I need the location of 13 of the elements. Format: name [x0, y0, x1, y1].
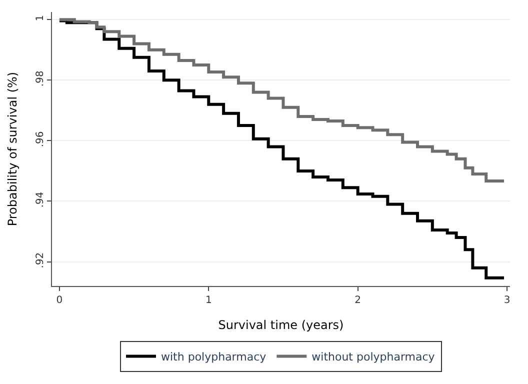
- x-tick-label: 0: [56, 295, 63, 306]
- x-tick-label: 3: [504, 295, 510, 306]
- x-tick-label: 2: [354, 295, 362, 306]
- y-axis-title: Probability of survival (%): [5, 72, 20, 226]
- y-tick-label: .96: [35, 131, 46, 148]
- y-tick-label: 1: [35, 14, 46, 22]
- legend-label: with polypharmacy: [161, 350, 267, 364]
- y-tick-label: .94: [35, 192, 46, 208]
- y-tick-label: .98: [35, 70, 46, 87]
- y-tick-label: .92: [35, 252, 46, 268]
- x-axis-title: Survival time (years): [218, 318, 344, 332]
- x-tick-label: 1: [205, 295, 212, 306]
- legend-label: without polypharmacy: [312, 350, 436, 364]
